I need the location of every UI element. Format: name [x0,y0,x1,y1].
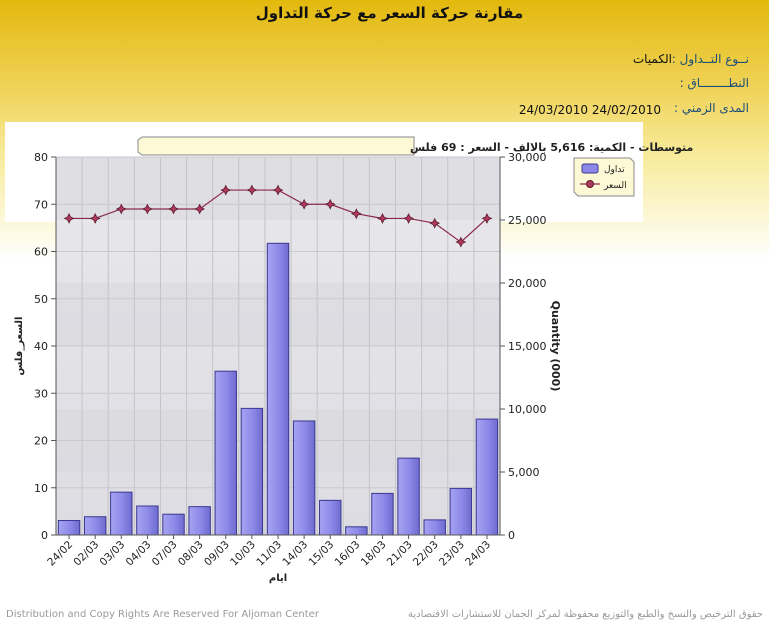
tick-label-left: 80 [34,151,48,164]
bar-11/03 [266,242,290,536]
averages-banner-box [137,136,415,156]
x-tick-label: 18/03 [359,539,389,569]
price-point-22/03 [429,217,441,229]
bar-08/03 [188,506,211,536]
bar-04/03 [136,505,159,536]
price-point-10/03 [246,184,258,196]
tick-label-right: 20,000 [508,277,547,290]
tick-label-right: 5,000 [508,466,540,479]
price-point-24/02 [63,213,75,224]
tick-label-left: 60 [34,246,48,259]
tick-label-left: 50 [34,293,48,306]
tick-label-right: 15,000 [508,340,547,353]
price-point-23/03 [455,236,467,248]
x-tick-label: 22/03 [411,539,441,569]
x-tick-label: 15/03 [306,539,336,569]
price-point-07/03 [168,203,179,215]
bar-03/03 [110,491,133,536]
price-point-14/03 [298,198,310,210]
bar-15/03 [319,499,342,536]
bar-23/03 [449,487,473,536]
x-tick-label: 02/03 [71,539,101,569]
x-tick-label: 11/03 [254,539,284,569]
x-tick-label: 09/03 [202,539,232,569]
averages-banner-text: متوسطات - الكمية: 5,616 بالالف - السعر :… [410,141,693,154]
legend-line-label: السعر [603,181,627,191]
x-tick-label: 21/03 [385,539,415,569]
footer-copyright-en: Distribution and Copy Rights Are Reserve… [6,609,319,620]
tick-label-right: 30,000 [508,151,547,164]
range-label: النطــــــــاق : [679,76,749,90]
x-tick-label: 04/03 [124,539,154,569]
bar-02/03 [83,516,107,536]
x-tick-label: 24/03 [463,539,493,569]
bar-24/02 [57,520,81,536]
bar-16/03 [345,526,368,536]
x-tick-label: 03/03 [98,539,128,569]
price-point-02/03 [89,213,101,224]
x-tick-label: 08/03 [176,539,206,569]
tick-label-left: 30 [34,387,48,400]
bar-07/03 [162,513,185,536]
x-tick-label: 16/03 [333,539,363,569]
footer-copyright-ar: حقوق الترخيص والنسخ والطبع والتوزيع محفو… [407,609,763,620]
legend-bar-label: تداول [604,165,625,175]
x-tick-label: 24/02 [45,539,75,569]
price-point-21/03 [403,213,414,224]
bar-10/03 [240,407,264,536]
x-tick-label: 07/03 [150,539,180,569]
tick-label-right: 25,000 [508,214,547,227]
tick-label-right: 0 [508,529,515,542]
tick-label-left: 10 [34,482,48,495]
bar-09/03 [214,370,237,536]
price-point-11/03 [272,184,284,196]
y-axis-title-left: السعر_فلس [14,317,25,376]
legend-bar-swatch [581,163,599,174]
price-point-15/03 [324,198,336,210]
price-point-09/03 [220,184,232,196]
bar-24/03 [475,418,499,536]
y-axis-title-right: Quantity (000) [549,301,562,392]
price-point-04/03 [142,203,153,215]
price-point-24/03 [481,213,493,224]
period-value: 24/03/2010 24/02/2010 [518,103,661,117]
tick-label-left: 20 [34,435,48,448]
legend-line-marker [586,180,594,188]
price-point-08/03 [194,203,206,215]
period-label: المدى الزمني : [674,101,749,115]
bar-14/03 [292,420,316,536]
x-tick-label: 23/03 [437,539,467,569]
trade-type-value: الكميات [632,52,672,66]
bar-21/03 [397,457,420,536]
x-tick-label: 14/03 [280,539,310,569]
x-tick-label: 10/03 [228,539,258,569]
trade-type-label: نــوع التــداول : [671,52,749,66]
x-axis-title: ايام [269,573,287,584]
bar-18/03 [371,492,394,536]
tick-label-left: 0 [41,529,48,542]
page-title: مقارنة حركة السعر مع حركة التداول [255,4,524,22]
price-point-18/03 [377,213,388,224]
tick-label-right: 10,000 [508,403,547,416]
bar-22/03 [423,519,446,536]
price-point-03/03 [115,203,127,215]
tick-label-left: 70 [34,198,48,211]
price-point-16/03 [350,208,362,220]
tick-label-left: 40 [34,340,48,353]
